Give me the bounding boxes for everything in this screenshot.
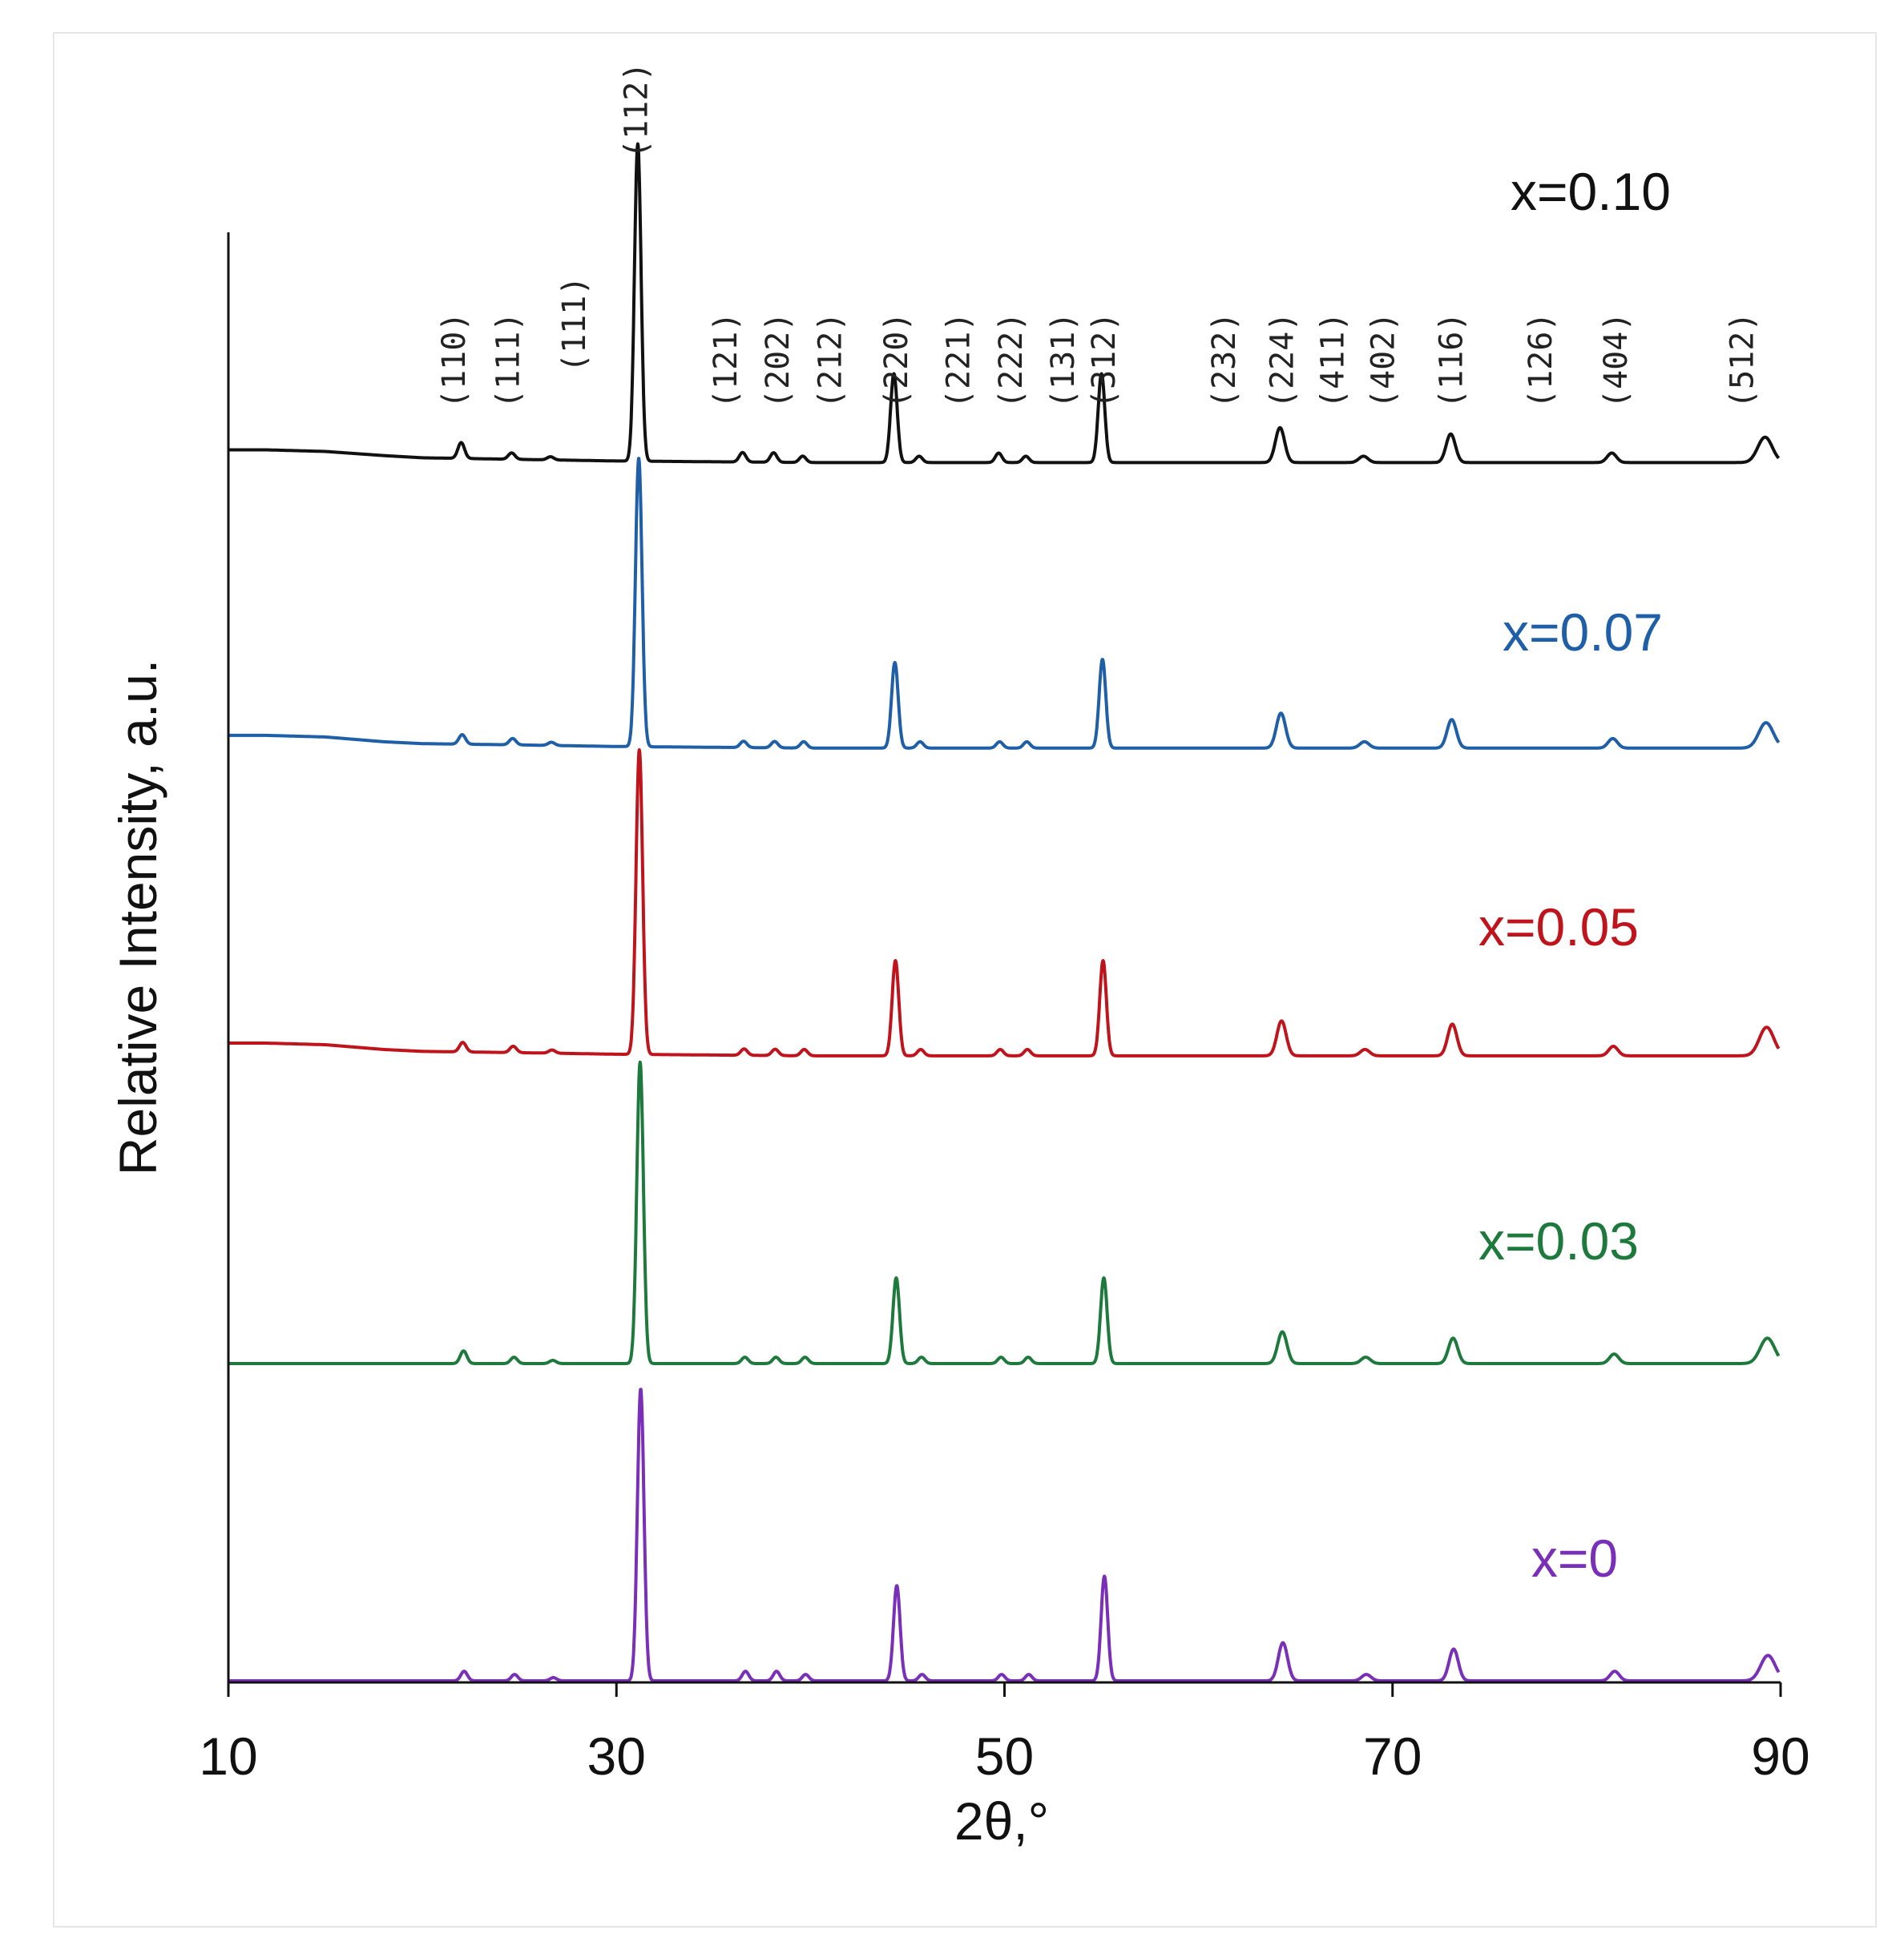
- hkl-label-6: (212): [813, 312, 849, 409]
- series-label-x003: x=0.03: [1478, 1211, 1639, 1271]
- figure-frame: [53, 32, 1877, 1928]
- hkl-label-9: (222): [993, 312, 1030, 409]
- hkl-label-5: (202): [760, 312, 797, 409]
- hkl-label-17: (126): [1523, 312, 1559, 409]
- x-ticks: [227, 1682, 1782, 1697]
- hkl-label-3: (112): [619, 62, 656, 159]
- hkl-labels: (110) (111) (111) (112) (121) (202) (212) (220)…: [436, 62, 1761, 409]
- series-labels: x=0.10 x=0.07 x=0.05 x=0.03 x=0: [1478, 162, 1671, 1588]
- trace-x003: [227, 1060, 1781, 1365]
- hkl-label-0: (110): [436, 312, 473, 409]
- traces: [227, 142, 1781, 1682]
- x-tick-label-10: 10: [199, 1726, 257, 1786]
- hkl-label-16: (116): [1433, 312, 1470, 409]
- y-axis-title: Relative Intensity, a.u.: [108, 659, 167, 1175]
- trace-x0: [227, 1388, 1781, 1682]
- hkl-label-19: (512): [1724, 312, 1761, 409]
- trace-x010: [227, 142, 1781, 465]
- hkl-label-4: (121): [708, 312, 744, 409]
- hkl-label-7: (220): [878, 312, 915, 409]
- hkl-label-8: (221): [940, 312, 977, 409]
- series-label-x005: x=0.05: [1478, 897, 1639, 957]
- x-tick-label-70: 70: [1363, 1726, 1422, 1786]
- hkl-label-18: (404): [1598, 312, 1635, 409]
- hkl-label-11: (312): [1086, 312, 1123, 409]
- trace-x007: [227, 457, 1781, 750]
- hkl-label-15: (402): [1365, 312, 1402, 409]
- x-tick-label-30: 30: [587, 1726, 646, 1786]
- x-tick-label-50: 50: [975, 1726, 1034, 1786]
- series-label-x0: x=0: [1531, 1529, 1618, 1588]
- hkl-label-1: (111): [490, 312, 527, 409]
- x-tick-label-90: 90: [1751, 1726, 1809, 1786]
- hkl-label-13: (224): [1265, 312, 1301, 409]
- trace-x005: [227, 748, 1781, 1058]
- series-label-x007: x=0.07: [1503, 602, 1663, 662]
- hkl-label-12: (232): [1206, 312, 1243, 409]
- hkl-label-2: (111): [556, 276, 593, 373]
- hkl-label-14: (411): [1315, 312, 1352, 409]
- x-axis-title: 2θ,°: [954, 1791, 1049, 1851]
- x-tick-labels: 10 30 50 70 90: [199, 1726, 1809, 1786]
- hkl-label-10: (131): [1045, 312, 1082, 409]
- series-label-x010: x=0.10: [1511, 162, 1671, 221]
